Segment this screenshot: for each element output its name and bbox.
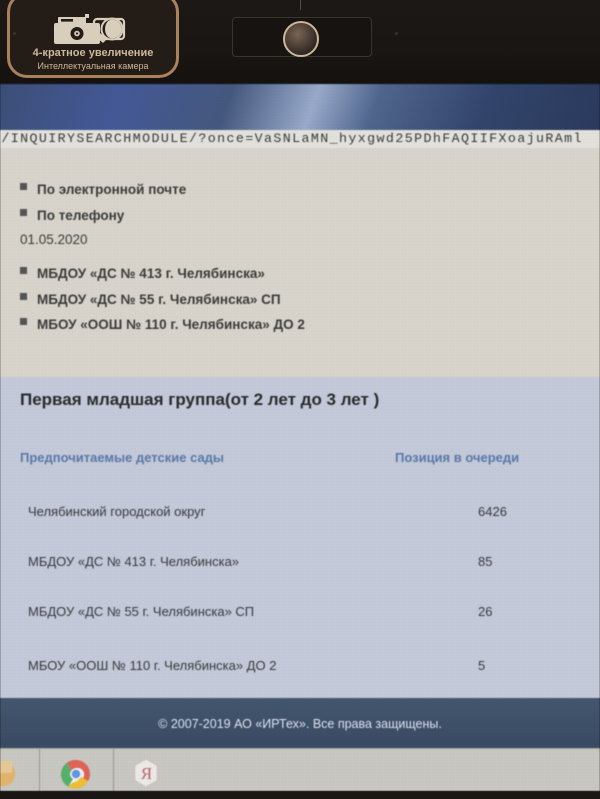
svg-text:Я: Я [141,764,152,783]
